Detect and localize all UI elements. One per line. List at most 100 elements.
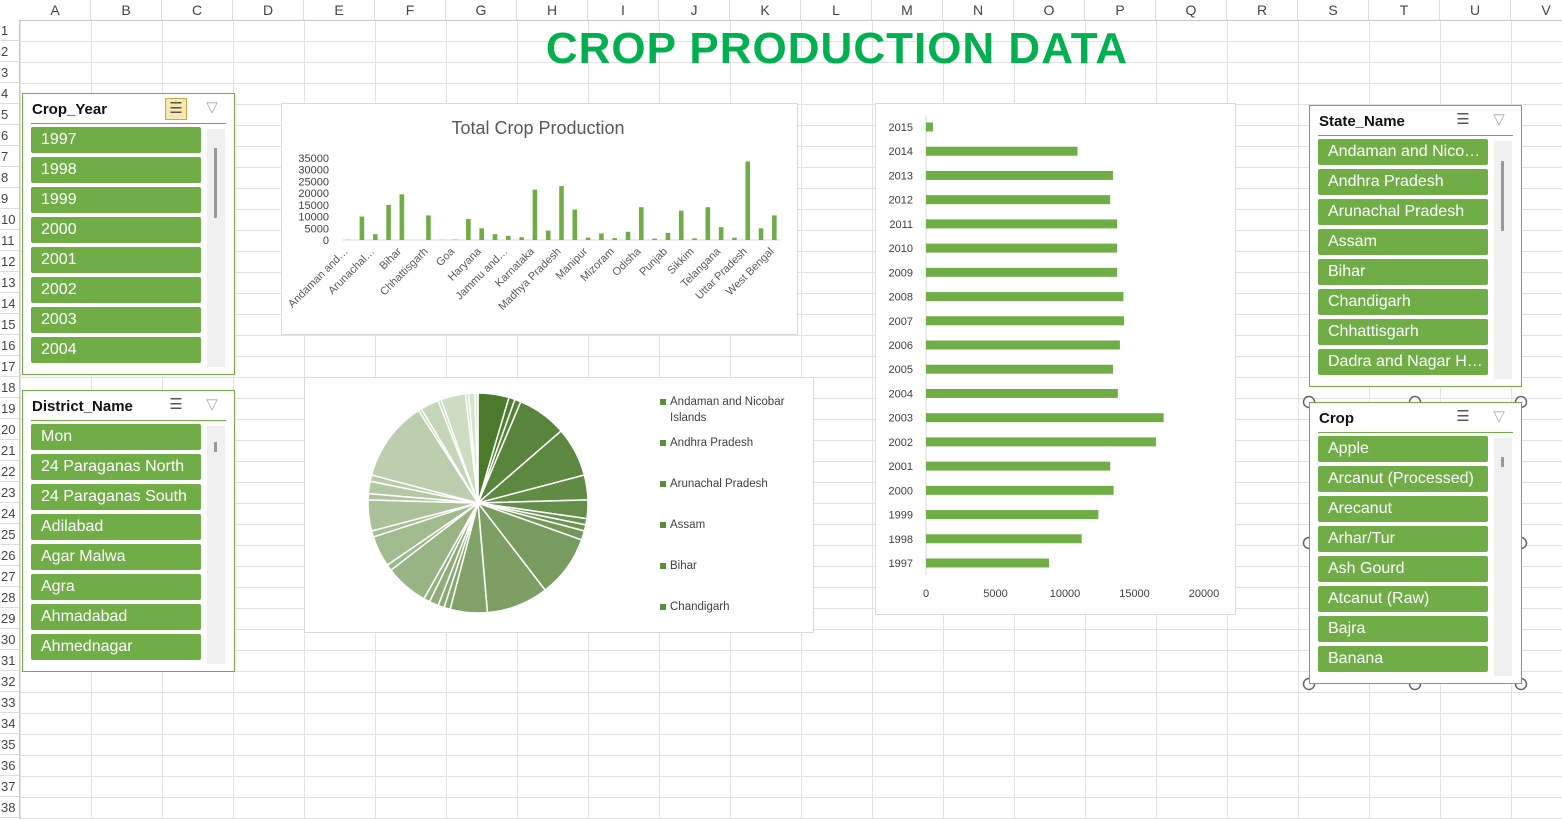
row-header[interactable]: 1 xyxy=(0,20,19,41)
slicer-item[interactable]: Andhra Pradesh xyxy=(1318,169,1488,195)
scroll-thumb[interactable] xyxy=(214,442,217,452)
slicer-item[interactable]: Bihar xyxy=(1318,259,1488,285)
column-header[interactable]: Q xyxy=(1156,0,1227,20)
row-header[interactable]: 2 xyxy=(0,41,19,62)
column-header[interactable]: M xyxy=(872,0,943,20)
row-header[interactable]: 21 xyxy=(0,440,19,461)
multi-select-button[interactable]: ☰ xyxy=(1456,408,1470,425)
column-header[interactable]: V xyxy=(1511,0,1562,20)
row-header[interactable]: 38 xyxy=(0,797,19,818)
slicer-item[interactable]: Mon xyxy=(31,424,201,450)
slicer-item[interactable]: Bajra xyxy=(1318,616,1488,642)
column-header[interactable]: O xyxy=(1014,0,1085,20)
column-header[interactable]: P xyxy=(1085,0,1156,20)
slicer-item[interactable]: Arcanut (Processed) xyxy=(1318,466,1488,492)
row-header[interactable]: 11 xyxy=(0,230,19,251)
slicer-item[interactable]: Andaman and Nico… xyxy=(1318,139,1488,165)
multi-select-button[interactable]: ☰ xyxy=(169,396,183,413)
slicer-item[interactable]: Ash Gourd xyxy=(1318,556,1488,582)
row-header[interactable]: 27 xyxy=(0,566,19,587)
slicer-item[interactable]: Arecanut xyxy=(1318,496,1488,522)
slicer-item[interactable]: Chhattisgarh xyxy=(1318,319,1488,345)
slicer-item[interactable]: Adilabad xyxy=(31,514,201,540)
scrollbar[interactable] xyxy=(1494,141,1512,379)
slicer-item[interactable]: Chandigarh xyxy=(1318,289,1488,315)
row-header[interactable]: 37 xyxy=(0,776,19,797)
row-header[interactable]: 34 xyxy=(0,713,19,734)
row-header[interactable]: 9 xyxy=(0,188,19,209)
slicer-item[interactable]: 24 Paraganas South xyxy=(31,484,201,510)
slicer-item[interactable]: Banana xyxy=(1318,646,1488,672)
row-header[interactable]: 24 xyxy=(0,503,19,524)
slicer-item[interactable]: Atcanut (Raw) xyxy=(1318,586,1488,612)
row-header[interactable]: 31 xyxy=(0,650,19,671)
row-header[interactable]: 6 xyxy=(0,125,19,146)
chart-frame[interactable] xyxy=(875,103,1236,615)
slicer-item[interactable]: Dadra and Nagar H… xyxy=(1318,349,1488,375)
column-header[interactable]: H xyxy=(517,0,588,20)
row-header[interactable]: 23 xyxy=(0,482,19,503)
slicer-item[interactable]: Ahmednagar xyxy=(31,634,201,660)
clear-filter-button[interactable]: ▽ xyxy=(206,99,218,116)
scrollbar[interactable] xyxy=(1494,438,1512,676)
row-header[interactable]: 35 xyxy=(0,734,19,755)
column-header[interactable]: A xyxy=(20,0,91,20)
slicer-item[interactable]: 2001 xyxy=(31,247,201,273)
row-header[interactable]: 10 xyxy=(0,209,19,230)
row-header[interactable]: 8 xyxy=(0,167,19,188)
row-header[interactable]: 14 xyxy=(0,293,19,314)
row-header[interactable]: 29 xyxy=(0,608,19,629)
column-header[interactable]: C xyxy=(162,0,233,20)
clear-filter-button[interactable]: ▽ xyxy=(1493,111,1505,128)
column-header[interactable]: L xyxy=(801,0,872,20)
row-header[interactable]: 32 xyxy=(0,671,19,692)
scroll-thumb[interactable] xyxy=(214,148,217,218)
row-header[interactable]: 16 xyxy=(0,335,19,356)
slicer-item[interactable]: Agar Malwa xyxy=(31,544,201,570)
column-header[interactable]: J xyxy=(659,0,730,20)
row-header[interactable]: 18 xyxy=(0,377,19,398)
scrollbar[interactable] xyxy=(207,426,225,664)
row-header[interactable]: 36 xyxy=(0,755,19,776)
column-header[interactable]: K xyxy=(730,0,801,20)
row-header[interactable]: 17 xyxy=(0,356,19,377)
multi-select-button[interactable]: ☰ xyxy=(165,98,187,120)
row-header[interactable]: 22 xyxy=(0,461,19,482)
slicer-item[interactable]: Agra xyxy=(31,574,201,600)
slicer-item[interactable]: 2003 xyxy=(31,307,201,333)
slicer-item[interactable]: 1998 xyxy=(31,157,201,183)
slicer-item[interactable]: Arhar/Tur xyxy=(1318,526,1488,552)
column-header[interactable]: R xyxy=(1227,0,1298,20)
row-header[interactable]: 13 xyxy=(0,272,19,293)
column-header[interactable]: T xyxy=(1369,0,1440,20)
slicer-item[interactable]: 2000 xyxy=(31,217,201,243)
scroll-thumb[interactable] xyxy=(1501,457,1504,467)
clear-filter-button[interactable]: ▽ xyxy=(1493,408,1505,425)
slicer-item[interactable]: 2002 xyxy=(31,277,201,303)
slicer-item[interactable]: 24 Paraganas North xyxy=(31,454,201,480)
multi-select-button[interactable]: ☰ xyxy=(1456,111,1470,128)
row-header[interactable]: 30 xyxy=(0,629,19,650)
chart-frame[interactable] xyxy=(281,103,798,335)
row-header[interactable]: 20 xyxy=(0,419,19,440)
slicer-item[interactable]: Arunachal Pradesh xyxy=(1318,199,1488,225)
row-header[interactable]: 3 xyxy=(0,62,19,83)
column-header[interactable]: B xyxy=(91,0,162,20)
row-header[interactable]: 4 xyxy=(0,83,19,104)
column-header[interactable]: D xyxy=(233,0,304,20)
column-header[interactable]: S xyxy=(1298,0,1369,20)
row-header[interactable]: 26 xyxy=(0,545,19,566)
row-header[interactable]: 15 xyxy=(0,314,19,335)
row-header[interactable]: 19 xyxy=(0,398,19,419)
row-header[interactable]: 33 xyxy=(0,692,19,713)
row-header[interactable]: 12 xyxy=(0,251,19,272)
slicer-item[interactable]: 1997 xyxy=(31,127,201,153)
column-header[interactable]: I xyxy=(588,0,659,20)
column-header[interactable]: F xyxy=(375,0,446,20)
row-header[interactable]: 28 xyxy=(0,587,19,608)
scrollbar[interactable] xyxy=(207,129,225,367)
slicer-item[interactable]: Assam xyxy=(1318,229,1488,255)
row-header[interactable]: 5 xyxy=(0,104,19,125)
row-header[interactable]: 7 xyxy=(0,146,19,167)
column-header[interactable]: G xyxy=(446,0,517,20)
